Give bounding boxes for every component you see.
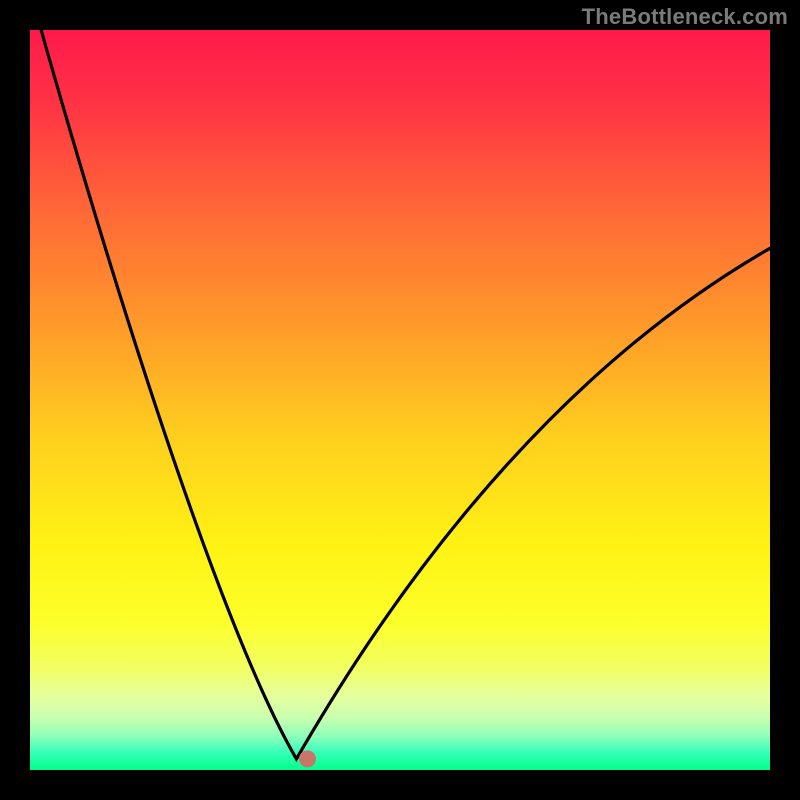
plot-area <box>30 30 770 770</box>
watermark-text: TheBottleneck.com <box>582 4 788 30</box>
figure-root: { "watermark": { "text": "TheBottleneck.… <box>0 0 800 800</box>
